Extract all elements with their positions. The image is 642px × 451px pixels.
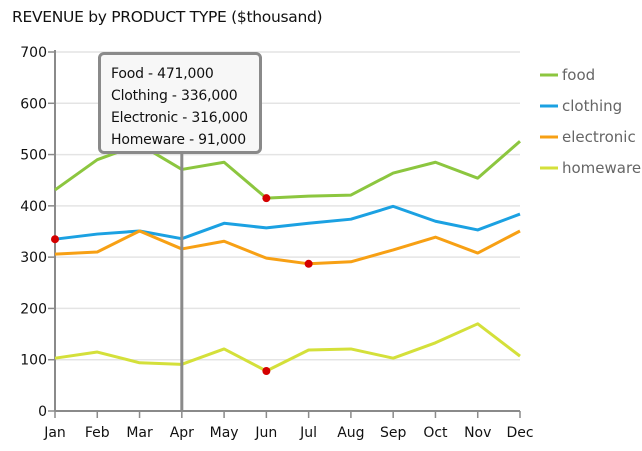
x-tick-label-Mar: Mar [126,425,153,441]
x-tick-label-May: May [210,425,239,441]
x-tick-label-Oct: Oct [423,425,448,441]
x-tick-label-Jun: Jun [254,425,277,441]
tooltip-line-electronic: Electronic - 316,000 [111,110,248,126]
legend-label-homeware: homeware [562,159,641,177]
marker-electronic-Jul [304,259,313,268]
legend: food clothing electronic homeware [540,66,641,177]
marker-clothing-Jan [51,235,59,244]
y-tick-label-300: 300 [20,250,47,266]
series-lines [54,140,521,373]
marker-food-Jun [262,194,271,203]
x-tick-label-Apr: Apr [170,425,194,441]
tooltip-line-homeware: Homeware - 91,000 [111,132,246,148]
legend-label-food: food [562,66,595,84]
y-tick-label-500: 500 [20,148,47,164]
y-tick-label-0: 0 [38,404,47,420]
legend-label-electronic: electronic [562,128,636,146]
series-markers [51,194,313,375]
x-tick-label-Aug: Aug [337,425,364,441]
chart-title: REVENUE by PRODUCT TYPE ($thousand) [12,8,323,26]
y-tick-label-700: 700 [20,45,47,61]
series-line-electronic [54,229,521,266]
y-tick-label-100: 100 [20,353,47,369]
y-tick-label-400: 400 [20,199,47,215]
x-tick-label-Jul: Jul [299,425,317,441]
x-tick-label-Nov: Nov [464,425,491,441]
x-tick-label-Dec: Dec [506,425,533,441]
axes: 0 100 200 300 400 500 600 700 Jan Feb Mar Apr May Jun… [20,45,533,441]
x-tick-label-Feb: Feb [85,425,110,441]
tooltip-line-clothing: Clothing - 336,000 [111,88,238,104]
series-line-clothing [54,204,521,241]
x-tick-label-Jan: Jan [43,425,66,441]
legend-label-clothing: clothing [562,97,622,115]
tooltip: Food - 471,000 Clothing - 336,000 Electr… [98,52,262,154]
y-tick-label-200: 200 [20,301,47,317]
series-line-homeware [54,322,521,373]
x-tick-label-Sep: Sep [380,425,407,441]
marker-homeware-Jun [262,366,271,375]
y-tick-label-600: 600 [20,96,47,112]
tooltip-line-food: Food - 471,000 [111,66,214,82]
